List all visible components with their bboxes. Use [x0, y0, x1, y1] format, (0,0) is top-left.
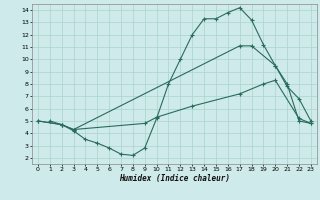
- X-axis label: Humidex (Indice chaleur): Humidex (Indice chaleur): [119, 174, 230, 183]
